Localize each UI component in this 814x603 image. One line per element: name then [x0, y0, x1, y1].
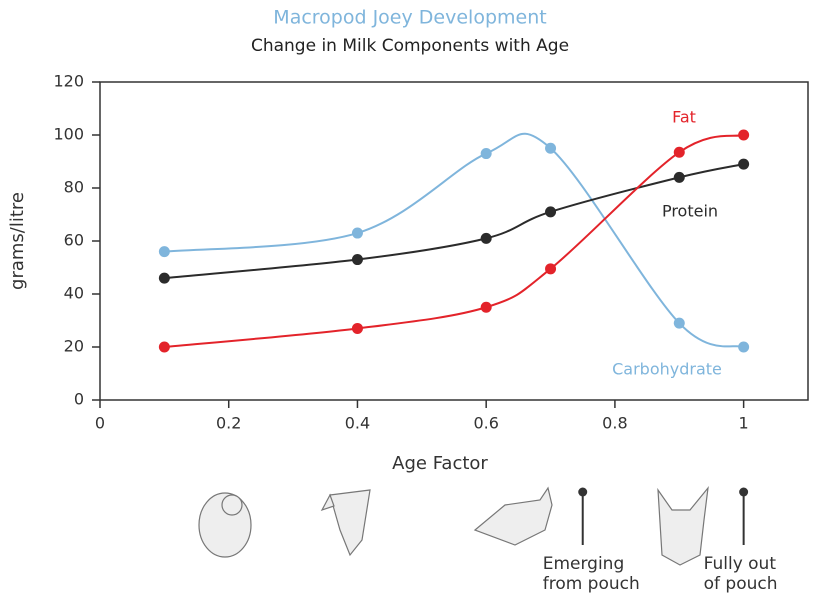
x-tick-label: 0	[95, 414, 105, 433]
y-tick-label: 80	[64, 178, 84, 197]
annotation-text: of pouch	[704, 574, 778, 594]
y-tick-label: 60	[64, 231, 84, 250]
joey-sketch	[658, 488, 708, 565]
annotation-text: from pouch	[543, 574, 640, 594]
x-tick-label: 0.6	[473, 414, 498, 433]
chart-subtitle: Change in Milk Components with Age	[251, 36, 569, 56]
y-tick-label: 0	[74, 390, 84, 409]
y-tick-label: 100	[53, 125, 84, 144]
series-label: Protein	[662, 202, 718, 221]
data-point	[674, 172, 685, 183]
y-axis-label: grams/litre	[7, 192, 28, 290]
data-point	[545, 206, 556, 217]
x-tick-label: 0.8	[602, 414, 627, 433]
data-point	[481, 148, 492, 159]
data-point	[674, 318, 685, 329]
series-line	[164, 164, 743, 278]
data-point	[352, 254, 363, 265]
data-point	[352, 228, 363, 239]
data-point	[545, 143, 556, 154]
chart-title: Macropod Joey Development	[273, 7, 546, 29]
data-point	[545, 263, 556, 274]
data-point	[159, 246, 170, 257]
y-tick-label: 120	[53, 72, 84, 91]
data-point	[159, 342, 170, 353]
y-tick-label: 20	[64, 337, 84, 356]
annotation-text: Fully out	[704, 554, 777, 574]
joey-sketches	[199, 488, 708, 565]
x-tick-label: 1	[739, 414, 749, 433]
data-point	[481, 302, 492, 313]
data-point	[738, 342, 749, 353]
x-tick-label: 0.2	[216, 414, 241, 433]
series-label: Fat	[672, 108, 696, 127]
data-point	[674, 147, 685, 158]
data-point	[738, 130, 749, 141]
chart: Macropod Joey Development Change in Milk…	[0, 0, 814, 603]
joey-sketch	[199, 493, 251, 557]
x-axis-label: Age Factor	[392, 453, 488, 474]
data-point	[738, 159, 749, 170]
joey-sketch	[322, 490, 370, 555]
y-tick-label: 40	[64, 284, 84, 303]
x-tick-label: 0.4	[345, 414, 370, 433]
data-point	[352, 323, 363, 334]
joey-sketch	[475, 488, 552, 545]
series-label: Carbohydrate	[612, 360, 722, 379]
series-line	[164, 135, 743, 347]
annotation-text: Emerging	[543, 554, 625, 574]
plot-frame	[100, 82, 808, 400]
data-point	[481, 233, 492, 244]
data-point	[159, 273, 170, 284]
